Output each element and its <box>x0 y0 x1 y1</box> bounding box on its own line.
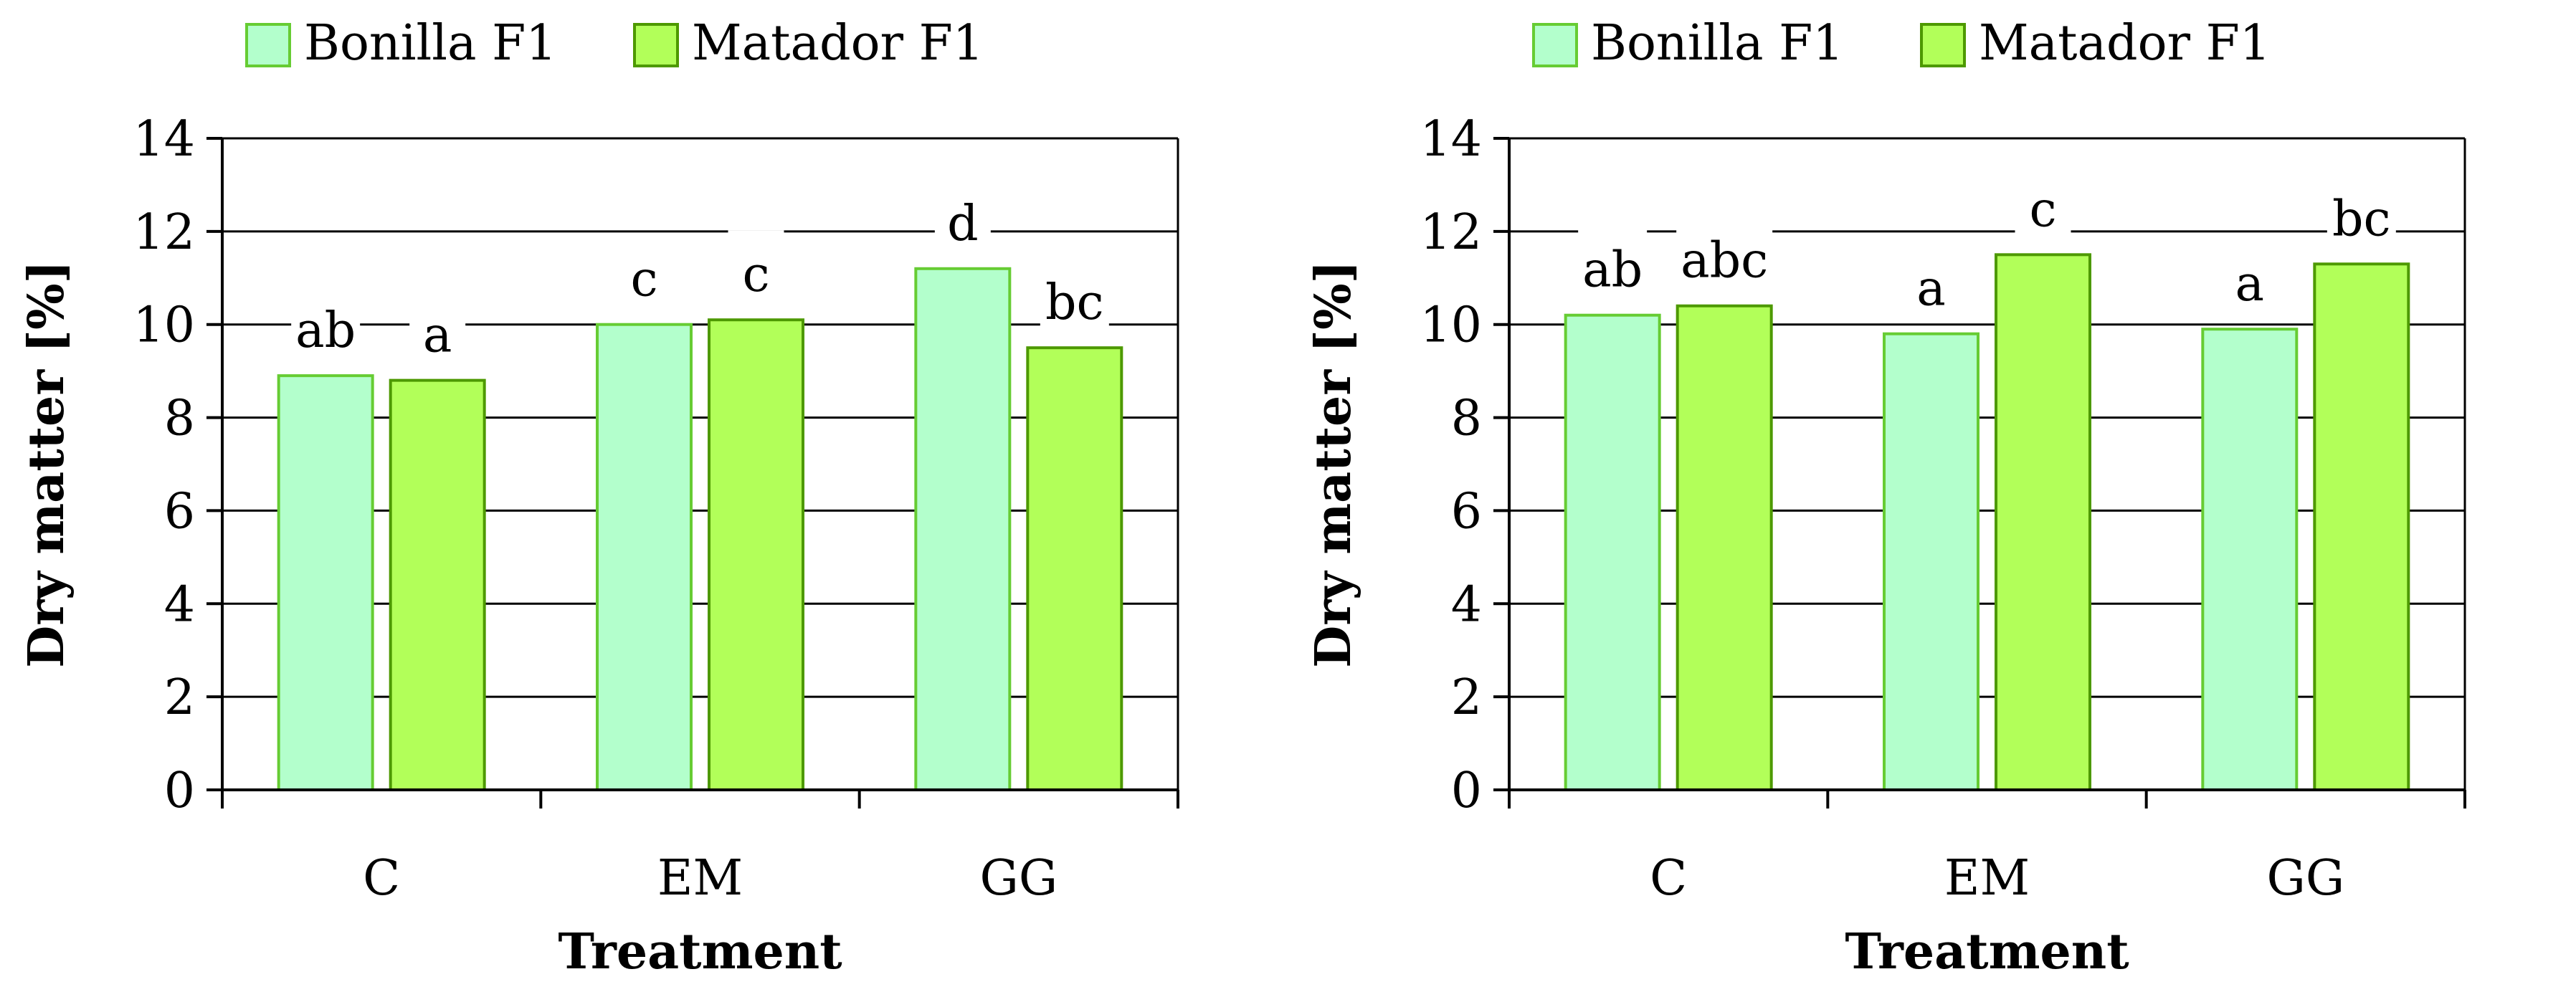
x-tick-label: GG <box>980 850 1058 907</box>
y-tick-label: 10 <box>1420 297 1482 354</box>
data-label: ab <box>295 302 356 359</box>
bar-bonilla-em <box>596 323 693 791</box>
y-tick-label: 0 <box>164 763 195 819</box>
y-tick-label: 14 <box>133 111 195 168</box>
significance-labels: ab a c c d bc <box>291 178 1109 368</box>
x-tick-label: EM <box>1944 850 2030 907</box>
y-tick-label: 4 <box>164 576 195 633</box>
bar-matador-c <box>1676 304 1773 791</box>
data-label: abc <box>1681 233 1768 290</box>
bar-matador-gg <box>1026 346 1123 791</box>
y-axis: 0 2 4 6 8 10 12 14 Dry matter [%] <box>18 111 224 819</box>
bar-matador-gg <box>2313 262 2410 791</box>
y-tick-label: 8 <box>1451 391 1482 447</box>
bar-bonilla-em <box>1883 332 1979 791</box>
legend-swatch-matador <box>633 23 679 67</box>
label-background <box>2015 165 2071 243</box>
y-tick-label: 2 <box>1451 669 1482 726</box>
x-tick-label: EM <box>657 850 743 907</box>
data-label: ab <box>1582 242 1643 299</box>
y-tick-label: 4 <box>1451 576 1482 633</box>
chart-panel-right: Bonilla F1 Matador F1 0 2 4 6 8 10 12 14 Dry matte… <box>1287 0 2570 992</box>
label-background <box>616 234 672 313</box>
data-label: a <box>1916 261 1946 318</box>
label-background <box>728 230 784 308</box>
bar-matador-c <box>389 378 486 791</box>
data-label: bc <box>1045 275 1104 331</box>
x-axis: C EM GG Treatment <box>206 788 1179 981</box>
data-label: d <box>947 196 979 252</box>
bar-matador-em <box>708 318 804 791</box>
label-background <box>2327 174 2396 252</box>
data-label: a <box>2235 256 2265 313</box>
bars <box>1564 253 2410 792</box>
gridlines <box>222 137 1178 698</box>
legend-label-bonilla: Bonilla F1 <box>1591 15 1844 72</box>
bar-bonilla-gg <box>914 267 1012 791</box>
y-tick-label: 10 <box>133 297 195 354</box>
legend-swatch-matador <box>1920 23 1966 67</box>
y-tick-label: 0 <box>1451 763 1482 819</box>
y-axis: 0 2 4 6 8 10 12 14 Dry matter [%] <box>1305 111 1511 819</box>
y-axis-title: Dry matter [%] <box>18 260 75 668</box>
x-axis-title: Treatment <box>558 923 842 981</box>
legend: Bonilla F1 Matador F1 <box>1532 15 2271 72</box>
legend: Bonilla F1 Matador F1 <box>245 15 984 72</box>
x-tick-label: C <box>363 850 400 907</box>
bar-matador-em <box>1995 253 2091 792</box>
chart-panel-left: Bonilla F1 Matador F1 0 2 4 6 8 10 12 14 Dry matte… <box>0 0 1283 992</box>
gridlines <box>1509 137 2465 698</box>
legend-label-bonilla: Bonilla F1 <box>304 15 557 72</box>
data-label: c <box>2029 181 2056 238</box>
data-label: bc <box>2332 191 2391 247</box>
x-axis: C EM GG Treatment <box>1493 788 2466 981</box>
y-axis-title: Dry matter [%] <box>1305 260 1362 668</box>
x-axis-title: Treatment <box>1845 923 2129 981</box>
label-background <box>409 290 466 368</box>
label-background <box>1903 244 1959 322</box>
label-background <box>1578 225 1648 303</box>
label-background <box>2221 239 2278 318</box>
bar-chart-left: Bonilla F1 Matador F1 0 2 4 6 8 10 12 14 Dry matte… <box>18 15 1179 981</box>
legend-swatch-bonilla <box>245 23 291 67</box>
label-background <box>1040 258 1109 336</box>
data-label: a <box>423 307 452 364</box>
y-tick-label: 2 <box>164 669 195 726</box>
y-tick-label: 8 <box>164 391 195 447</box>
bar-bonilla-gg <box>2201 328 2299 791</box>
label-background <box>291 286 361 364</box>
y-tick-label: 6 <box>1451 483 1482 540</box>
bar-bonilla-c <box>277 374 374 791</box>
y-tick-label: 6 <box>164 483 195 540</box>
y-tick-label: 12 <box>133 204 195 261</box>
y-tick-label: 12 <box>1420 204 1482 261</box>
data-label: c <box>630 252 657 308</box>
bars <box>277 267 1123 791</box>
x-tick-label: GG <box>2267 850 2345 907</box>
label-background <box>934 178 991 257</box>
bar-chart-right: Bonilla F1 Matador F1 0 2 4 6 8 10 12 14 Dry matte… <box>1305 15 2466 981</box>
y-tick-label: 14 <box>1420 111 1482 168</box>
legend-label-matador: Matador F1 <box>1979 15 2271 72</box>
x-tick-label: C <box>1650 850 1687 907</box>
bar-bonilla-c <box>1564 313 1661 791</box>
legend-swatch-bonilla <box>1532 23 1578 67</box>
legend-label-matador: Matador F1 <box>692 15 984 72</box>
label-background <box>1676 216 1773 294</box>
data-label: c <box>742 247 769 303</box>
